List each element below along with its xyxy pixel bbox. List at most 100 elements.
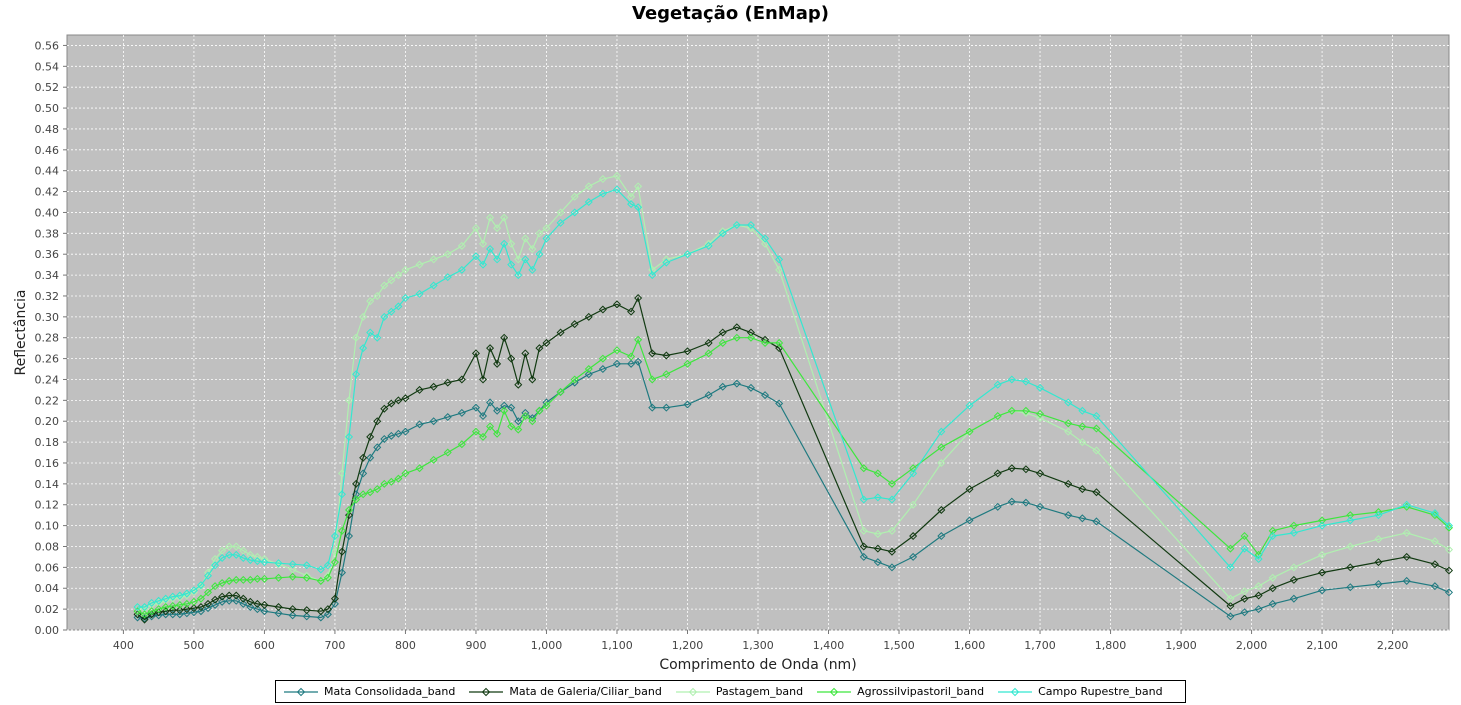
data-point [993,412,1002,421]
data-point [189,604,198,613]
data-point [683,359,692,368]
x-tick-label: 1,100 [601,639,633,652]
data-point [457,375,466,384]
data-point [612,346,621,355]
data-point [232,542,241,551]
data-point [401,294,410,303]
data-point [443,378,452,387]
data-point [1430,537,1439,546]
data-point [182,599,191,608]
data-point [1064,398,1073,407]
data-point [859,495,868,504]
data-point [937,532,946,541]
data-point [394,474,403,483]
data-point [415,260,424,269]
data-point [471,403,480,412]
data-point [937,427,946,436]
data-point [1226,601,1235,610]
data-point [634,203,643,212]
data-point [316,565,325,574]
legend-swatch [817,687,852,696]
legend-swatch [469,687,504,696]
data-point [937,458,946,467]
data-point [634,357,643,366]
data-point [627,352,636,361]
data-point [429,382,438,391]
data-point [1078,422,1087,431]
data-point [239,575,248,584]
data-point [500,333,509,342]
data-point [627,307,636,316]
data-point [1240,544,1249,553]
data-point [225,542,234,551]
data-point [1268,599,1277,608]
data-point [1374,580,1383,589]
data-point [260,607,269,616]
data-point [323,605,332,614]
data-point [302,606,311,615]
data-point [584,182,593,191]
data-point [993,502,1002,511]
data-point [246,603,255,612]
data-point [316,613,325,622]
data-point [993,469,1002,478]
data-point [1402,500,1411,509]
y-tick-label: 0.24 [35,373,60,386]
data-point [584,370,593,379]
data-point [161,610,170,619]
data-point [1036,469,1045,478]
data-point [204,599,213,608]
legend-item: Campo Rupestre_band [996,685,1163,698]
data-point [330,532,339,541]
data-point [598,365,607,374]
data-point [133,603,142,612]
data-point [1254,582,1263,591]
data-point [1036,414,1045,423]
legend-item: Agrossilvipastoril_band [815,685,984,698]
data-point [775,255,784,264]
data-point [175,591,184,600]
data-point [1289,528,1298,537]
data-point [598,175,607,184]
data-point [704,241,713,250]
data-point [732,220,741,229]
data-point [337,490,346,499]
data-point [1289,563,1298,572]
data-point [323,610,332,619]
data-point [909,464,918,473]
data-point [648,271,657,280]
data-point [147,610,156,619]
data-point [493,406,502,415]
data-point [570,192,579,201]
data-point [161,607,170,616]
data-point [260,600,269,609]
data-point [218,553,227,562]
data-point [514,380,523,389]
data-point [873,469,882,478]
y-tick-label: 0.26 [35,353,60,366]
data-point [288,611,297,620]
data-point [471,349,480,358]
y-axis-label: Reflectância [13,290,29,376]
data-point [1226,594,1235,603]
data-point [746,220,755,229]
data-point [718,338,727,347]
data-point [1007,497,1016,506]
legend-swatch [675,687,710,696]
data-point [535,406,544,415]
data-point [761,234,770,243]
data-point [443,413,452,422]
data-point [359,453,368,462]
data-point [1092,488,1101,497]
data-point [380,434,389,443]
data-point [274,609,283,618]
data-point [775,265,784,274]
data-point [1092,424,1101,433]
data-point [1444,521,1454,530]
data-point [1430,582,1439,591]
data-point [507,422,516,431]
data-point [196,607,205,616]
data-point [648,375,657,384]
data-point [528,244,537,253]
data-point [443,273,452,282]
